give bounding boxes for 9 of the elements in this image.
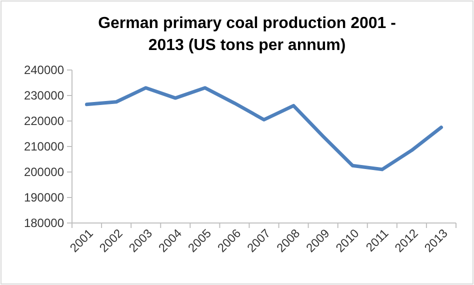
y-tick-label: 240000 <box>24 63 64 78</box>
chart-title: German primary coal production 2001 - 2013 (US tons per annum) <box>98 15 396 54</box>
line-series <box>85 86 443 172</box>
y-tick-label: 180000 <box>24 216 64 230</box>
y-tick-label: 220000 <box>24 114 64 128</box>
y-tick-label: 190000 <box>24 190 64 205</box>
y-tick-label: 200000 <box>24 165 64 180</box>
y-tick-label: 230000 <box>24 88 64 103</box>
y-tick-label: 210000 <box>24 140 64 154</box>
